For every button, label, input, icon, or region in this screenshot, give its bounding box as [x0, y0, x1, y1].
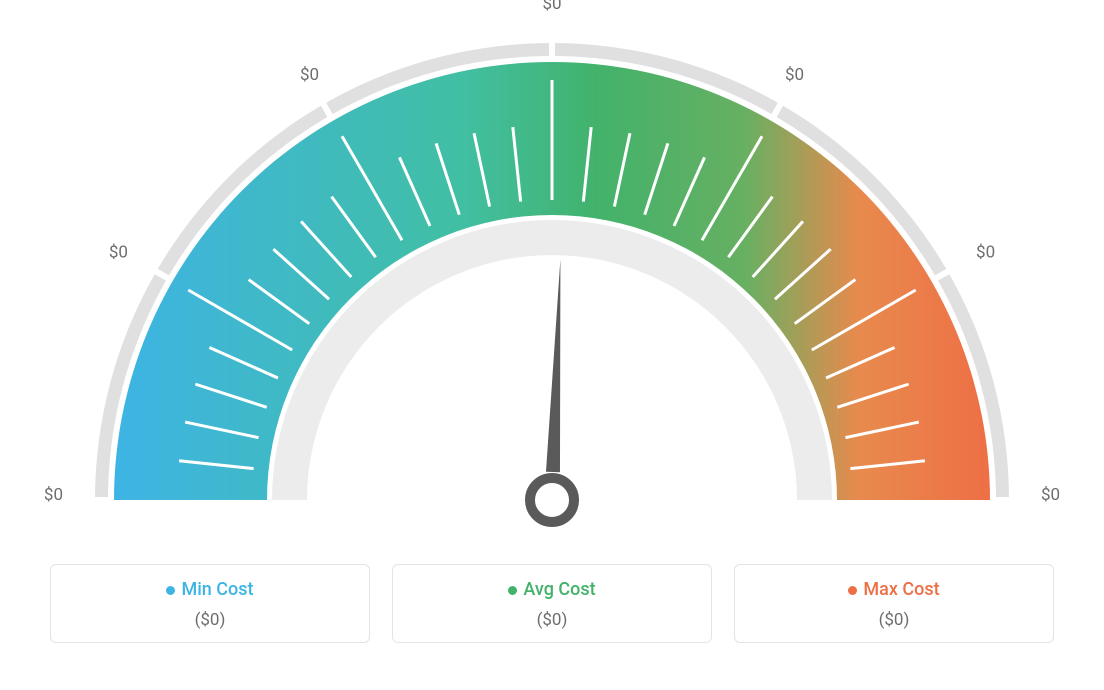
gauge-chart: $0 $0 $0 $0 $0 $0 $0 — [0, 0, 1104, 560]
gauge-tick-label: $0 — [785, 65, 804, 85]
gauge-tick-label: $0 — [300, 65, 319, 85]
legend-title-max: Max Cost — [745, 579, 1043, 600]
legend-title-avg: Avg Cost — [403, 579, 701, 600]
gauge-svg: $0 $0 $0 $0 $0 $0 $0 — [0, 0, 1104, 560]
legend-card-max: Max Cost ($0) — [734, 564, 1054, 643]
legend-value-min: ($0) — [61, 610, 359, 630]
legend-title-min: Min Cost — [61, 579, 359, 600]
gauge-tick-label: $0 — [976, 243, 995, 263]
legend-value-avg: ($0) — [403, 610, 701, 630]
legend-row: Min Cost ($0) Avg Cost ($0) Max Cost ($0… — [0, 564, 1104, 643]
gauge-tick-label: $0 — [44, 485, 63, 505]
legend-label-min: Min Cost — [181, 579, 253, 600]
legend-dot-min — [166, 586, 175, 595]
legend-dot-avg — [508, 586, 517, 595]
gauge-tick-label: $0 — [542, 0, 561, 14]
gauge-tick-label: $0 — [1041, 485, 1060, 505]
legend-label-max: Max Cost — [863, 579, 939, 600]
legend-dot-max — [848, 586, 857, 595]
gauge-needle — [546, 259, 560, 472]
legend-value-max: ($0) — [745, 610, 1043, 630]
legend-label-avg: Avg Cost — [523, 579, 595, 600]
legend-card-min: Min Cost ($0) — [50, 564, 370, 643]
gauge-tick-label: $0 — [109, 243, 128, 263]
gauge-needle-hub — [530, 478, 574, 522]
legend-card-avg: Avg Cost ($0) — [392, 564, 712, 643]
